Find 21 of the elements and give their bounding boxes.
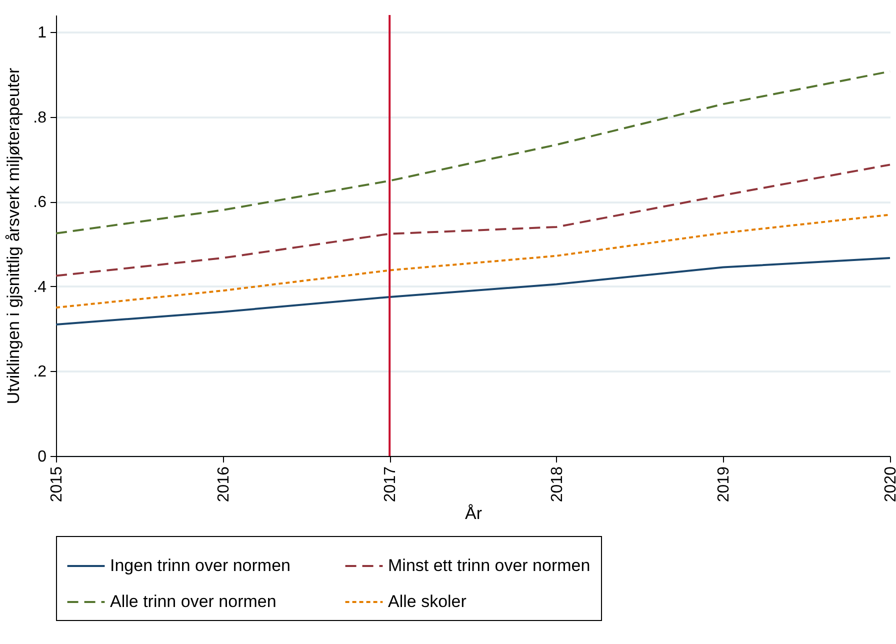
- legend-label: Minst ett trinn over normen: [388, 556, 590, 575]
- x-tick-label: 2017: [382, 466, 400, 502]
- x-tick-label: 2016: [215, 466, 232, 502]
- line-series: [55, 214, 891, 309]
- legend-label: Ingen trinn over normen: [110, 556, 290, 575]
- x-axis-title: År: [465, 504, 482, 524]
- legend-label: Alle trinn over normen: [110, 592, 276, 611]
- y-tick-label: 1: [38, 24, 47, 42]
- y-tick-label: 0: [38, 448, 47, 466]
- y-tick-label: .8: [33, 109, 47, 126]
- x-tick-label: 2015: [48, 466, 66, 502]
- x-tick-label: 2019: [716, 466, 733, 502]
- line-series: [55, 256, 891, 326]
- y-axis-title: Utviklingen i gjsnittlig årsverk miljøterapeuter: [4, 67, 24, 404]
- y-tick-label: .2: [33, 364, 47, 381]
- y-tick-label: .6: [33, 194, 47, 212]
- x-tick-label: 2018: [548, 466, 566, 502]
- y-tick-label: .4: [33, 278, 47, 296]
- line-series: [55, 164, 891, 277]
- x-tick-label: 2020: [882, 466, 896, 502]
- legend-label: Alle skoler: [388, 592, 467, 611]
